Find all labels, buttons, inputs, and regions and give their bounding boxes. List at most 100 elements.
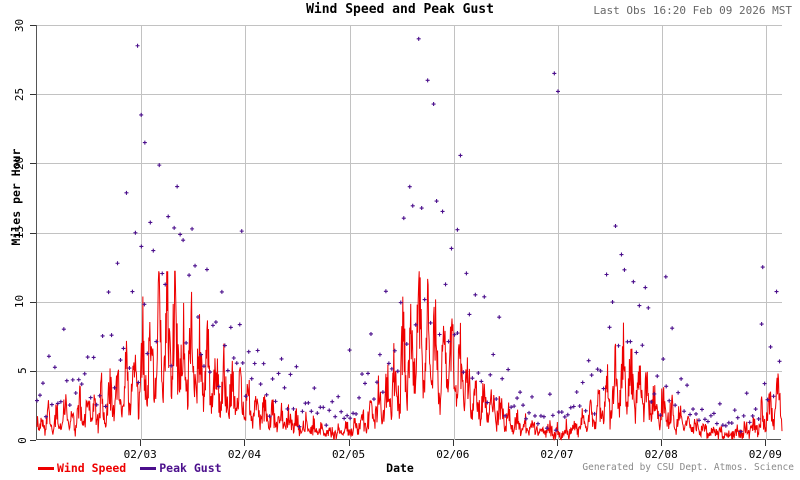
gust-marker bbox=[154, 339, 159, 344]
gust-marker bbox=[279, 356, 284, 361]
gust-marker bbox=[166, 214, 171, 219]
gust-marker bbox=[282, 385, 287, 390]
gust-marker bbox=[485, 400, 490, 405]
gust-marker bbox=[261, 361, 266, 366]
gust-marker bbox=[637, 303, 642, 308]
y-axis-tick bbox=[30, 163, 36, 165]
gust-marker bbox=[252, 361, 257, 366]
gust-marker bbox=[697, 418, 702, 423]
gust-marker bbox=[425, 78, 430, 83]
gust-marker bbox=[184, 340, 189, 345]
gust-marker bbox=[312, 386, 317, 391]
gust-marker bbox=[547, 392, 552, 397]
gridline-vertical bbox=[557, 25, 559, 440]
gust-marker bbox=[190, 226, 195, 231]
gust-marker bbox=[509, 405, 514, 410]
y-axis-tick bbox=[30, 440, 36, 441]
gust-marker bbox=[449, 246, 454, 251]
gust-marker bbox=[586, 358, 591, 363]
gust-marker bbox=[416, 36, 421, 41]
gridline-horizontal bbox=[37, 25, 782, 26]
series-line-wind-speed bbox=[36, 270, 783, 442]
gust-marker bbox=[407, 184, 412, 189]
gust-marker bbox=[479, 379, 484, 384]
gust-marker bbox=[336, 394, 341, 399]
gust-marker bbox=[58, 399, 63, 404]
gust-marker bbox=[88, 395, 93, 400]
gust-marker bbox=[240, 360, 245, 365]
gust-marker bbox=[655, 374, 660, 379]
gust-marker bbox=[270, 376, 275, 381]
gust-marker bbox=[135, 43, 140, 48]
gust-marker bbox=[476, 371, 481, 376]
y-axis-tick-label: 15 bbox=[12, 225, 26, 240]
gust-marker bbox=[562, 414, 567, 419]
gust-marker bbox=[759, 322, 764, 327]
gridline-vertical bbox=[141, 25, 143, 440]
gust-marker bbox=[67, 403, 72, 408]
gust-marker bbox=[464, 271, 469, 276]
gust-marker bbox=[640, 343, 645, 348]
gust-marker bbox=[222, 343, 227, 348]
gust-marker bbox=[756, 416, 761, 421]
gust-marker bbox=[702, 417, 707, 422]
data-series-layer bbox=[35, 36, 783, 442]
gust-marker bbox=[577, 404, 582, 408]
gust-marker bbox=[339, 409, 344, 414]
gust-marker bbox=[768, 344, 773, 349]
gridline-vertical bbox=[349, 25, 351, 440]
gust-marker bbox=[357, 395, 362, 400]
y-axis-tick bbox=[30, 25, 36, 26]
gust-marker bbox=[571, 404, 576, 409]
gust-marker bbox=[386, 361, 391, 366]
gust-marker bbox=[753, 407, 758, 412]
gust-marker bbox=[663, 274, 668, 279]
gust-marker bbox=[249, 376, 254, 381]
gust-marker bbox=[664, 384, 669, 389]
gust-marker bbox=[535, 421, 540, 426]
gust-marker bbox=[160, 271, 165, 276]
chart-legend: Wind Speed Peak Gust bbox=[38, 461, 236, 475]
gust-marker bbox=[518, 390, 523, 395]
gust-marker bbox=[592, 411, 597, 416]
gust-marker bbox=[691, 407, 696, 412]
y-axis-tick-label-wrap: 10 bbox=[2, 284, 26, 320]
gust-marker bbox=[610, 300, 615, 305]
gust-marker bbox=[380, 390, 385, 395]
gust-marker bbox=[729, 421, 734, 426]
gust-marker bbox=[488, 372, 493, 377]
legend-label-peak-gust: Peak Gust bbox=[159, 461, 222, 475]
y-axis-tick-label: 10 bbox=[12, 295, 26, 309]
legend-swatch-wind-speed bbox=[38, 467, 54, 470]
gust-marker bbox=[133, 230, 138, 235]
gust-marker bbox=[401, 216, 406, 221]
gust-marker bbox=[717, 401, 722, 406]
x-axis-label: Date bbox=[386, 461, 414, 475]
legend-item-wind-speed: Wind Speed bbox=[38, 461, 126, 475]
gust-marker bbox=[771, 394, 776, 399]
x-axis-tick bbox=[661, 440, 663, 446]
gust-marker bbox=[371, 397, 376, 402]
gust-marker bbox=[404, 342, 409, 347]
gust-marker bbox=[267, 414, 272, 419]
gust-marker bbox=[482, 294, 487, 299]
gust-marker bbox=[598, 368, 603, 373]
gust-marker bbox=[699, 407, 704, 412]
y-axis-tick bbox=[30, 232, 36, 234]
gust-marker bbox=[273, 399, 278, 404]
gust-marker bbox=[760, 265, 765, 270]
x-axis-tick bbox=[140, 440, 142, 446]
gust-marker bbox=[377, 352, 382, 357]
gridline-horizontal bbox=[37, 163, 782, 165]
gust-marker bbox=[43, 414, 48, 419]
gust-marker bbox=[467, 312, 472, 317]
gust-marker bbox=[258, 382, 263, 387]
gust-marker bbox=[368, 331, 373, 336]
gust-marker bbox=[243, 394, 248, 399]
gust-marker bbox=[604, 272, 609, 277]
gust-marker bbox=[52, 365, 57, 370]
gust-marker bbox=[643, 285, 648, 290]
gust-marker bbox=[679, 376, 684, 381]
gust-marker bbox=[40, 381, 45, 386]
